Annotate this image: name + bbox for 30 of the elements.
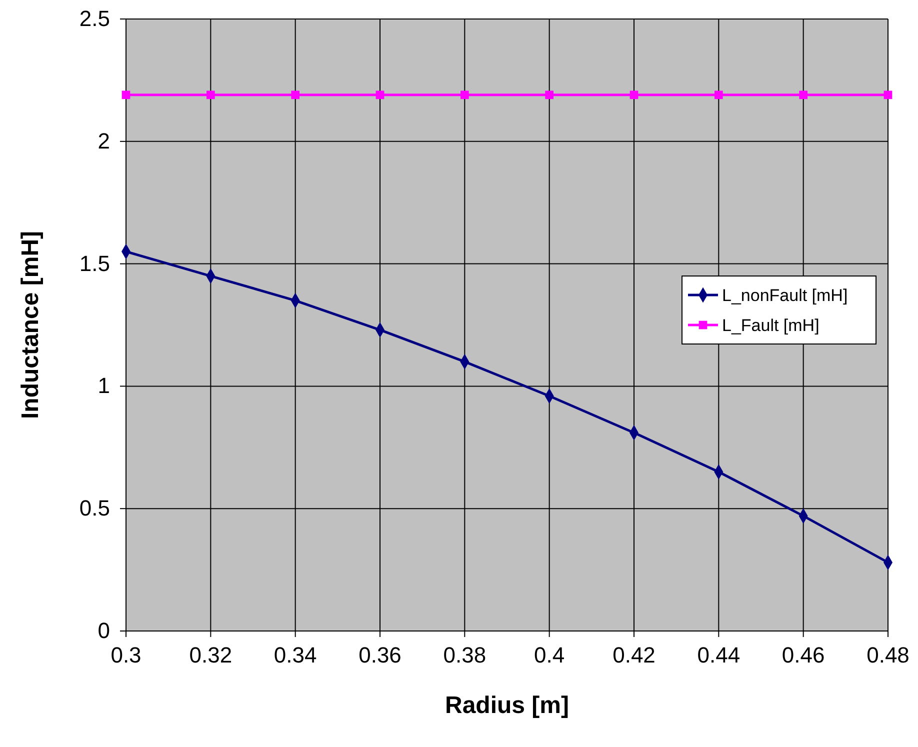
x-tick-label: 0.4 xyxy=(534,642,565,668)
point xyxy=(291,90,300,100)
x-tick-label: 0.46 xyxy=(782,642,825,668)
legend-label: L_Fault [mH] xyxy=(722,316,820,335)
x-tick-label: 0.44 xyxy=(697,642,740,668)
point xyxy=(545,90,554,100)
point xyxy=(122,90,130,100)
x-tick-label: 0.32 xyxy=(189,642,232,668)
x-tick-label: 0.34 xyxy=(274,642,317,668)
point xyxy=(884,90,892,100)
x-tick-label: 0.42 xyxy=(612,642,656,668)
point xyxy=(376,90,384,100)
x-axis-title: Radius [m] xyxy=(444,692,570,719)
legend-label: L_nonFault [mH] xyxy=(722,286,848,305)
point xyxy=(630,90,638,100)
point xyxy=(799,90,808,100)
y-tick-label: 0.5 xyxy=(79,496,110,521)
y-tick-label: 2.5 xyxy=(79,6,110,32)
y-tick-label: 0 xyxy=(98,618,110,644)
x-tick-label: 0.38 xyxy=(443,642,486,668)
y-axis-title: Inductance [mH] xyxy=(17,230,44,420)
point xyxy=(206,90,215,100)
y-tick-label: 1.5 xyxy=(79,250,110,276)
y-tick-label: 2 xyxy=(98,128,110,154)
x-tick-label: 0.3 xyxy=(110,642,142,668)
point xyxy=(460,90,469,100)
x-tick-label: 0.48 xyxy=(866,642,910,668)
point xyxy=(714,90,723,100)
y-tick-label: 1 xyxy=(98,373,110,398)
x-tick-label: 0.36 xyxy=(358,642,402,668)
